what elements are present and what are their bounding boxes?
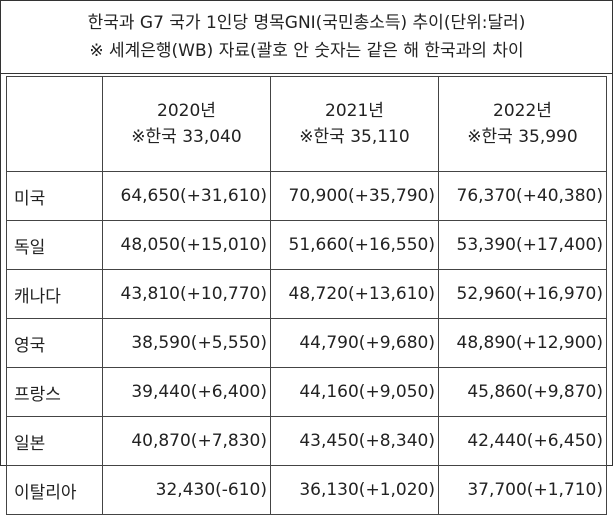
table-row: 독일 48,050(+15,010) 51,660(+16,550) 53,39…: [6, 220, 607, 270]
value-cell: 36,130(+1,020): [270, 465, 439, 515]
value-cell: 44,160(+9,050): [270, 367, 439, 417]
value-cell: 64,650(+31,610): [102, 171, 271, 221]
country-cell: 일본: [6, 416, 103, 466]
country-cell: 프랑스: [6, 367, 103, 417]
value-cell: 51,660(+16,550): [270, 220, 439, 270]
korea-value: ※한국 35,110: [299, 127, 410, 147]
value-cell: 37,700(+1,710): [438, 465, 607, 515]
gni-table: 2020년 ※한국 33,040 2021년 ※한국 35,110 2022년 …: [6, 76, 607, 515]
source-note: ※ 세계은행(WB) 자료(괄호 안 숫자는 같은 해 한국과의 차이: [89, 41, 524, 61]
korea-value: ※한국 33,040: [131, 127, 242, 147]
value-cell: 53,390(+17,400): [438, 220, 607, 270]
value-cell: 42,440(+6,450): [438, 416, 607, 466]
value-cell: 40,870(+7,830): [102, 416, 271, 466]
column-header-2022: 2022년 ※한국 35,990: [438, 76, 607, 172]
table-row: 캐나다 43,810(+10,770) 48,720(+13,610) 52,9…: [6, 269, 607, 319]
year-label: 2021년: [325, 101, 384, 121]
table-row: 일본 40,870(+7,830) 43,450(+8,340) 42,440(…: [6, 416, 607, 466]
value-cell: 48,720(+13,610): [270, 269, 439, 319]
value-cell: 48,890(+12,900): [438, 318, 607, 368]
value-cell: 45,860(+9,870): [438, 367, 607, 417]
year-label: 2020년: [157, 101, 216, 121]
table-row: 이탈리아 32,430(-610) 36,130(+1,020) 37,700(…: [6, 465, 607, 515]
value-cell: 32,430(-610): [102, 465, 271, 515]
country-cell: 영국: [6, 318, 103, 368]
country-cell: 미국: [6, 171, 103, 221]
title: 한국과 G7 국가 1인당 명목GNI(국민총소득) 추이(단위:달러): [87, 13, 526, 33]
corner-cell: [6, 76, 103, 172]
value-cell: 44,790(+9,680): [270, 318, 439, 368]
table-row: 미국 64,650(+31,610) 70,900(+35,790) 76,37…: [6, 171, 607, 221]
value-cell: 39,440(+6,400): [102, 367, 271, 417]
value-cell: 52,960(+16,970): [438, 269, 607, 319]
country-cell: 이탈리아: [6, 465, 103, 515]
column-header-2021: 2021년 ※한국 35,110: [270, 76, 439, 172]
table-row: 영국 38,590(+5,550) 44,790(+9,680) 48,890(…: [6, 318, 607, 368]
document-frame: 한국과 G7 국가 1인당 명목GNI(국민총소득) 추이(단위:달러) ※ 세…: [0, 0, 613, 466]
year-label: 2022년: [493, 101, 552, 121]
title-block: 한국과 G7 국가 1인당 명목GNI(국민총소득) 추이(단위:달러) ※ 세…: [1, 1, 612, 74]
value-cell: 70,900(+35,790): [270, 171, 439, 221]
value-cell: 38,590(+5,550): [102, 318, 271, 368]
table-row: 프랑스 39,440(+6,400) 44,160(+9,050) 45,860…: [6, 367, 607, 417]
value-cell: 76,370(+40,380): [438, 171, 607, 221]
column-header-2020: 2020년 ※한국 33,040: [102, 76, 271, 172]
country-cell: 캐나다: [6, 269, 103, 319]
value-cell: 43,450(+8,340): [270, 416, 439, 466]
value-cell: 43,810(+10,770): [102, 269, 271, 319]
country-cell: 독일: [6, 220, 103, 270]
korea-value: ※한국 35,990: [467, 127, 578, 147]
table-header-row: 2020년 ※한국 33,040 2021년 ※한국 35,110 2022년 …: [6, 76, 607, 172]
value-cell: 48,050(+15,010): [102, 220, 271, 270]
